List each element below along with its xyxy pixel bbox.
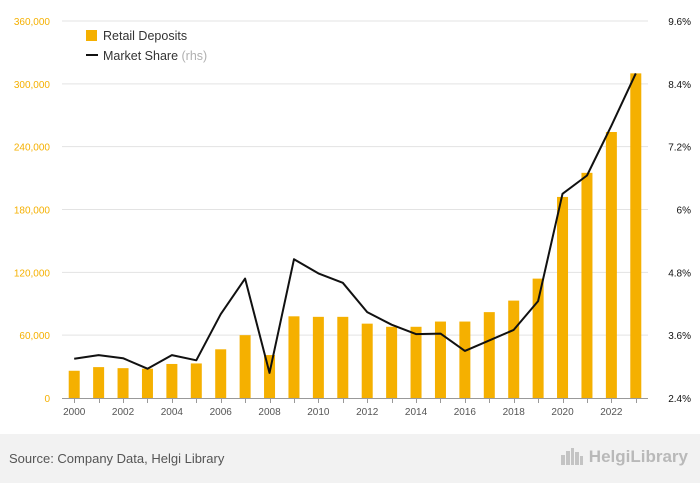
x-tick-label: 2022 (600, 407, 623, 418)
x-tick-label: 2020 (551, 407, 574, 418)
x-tick-label: 2002 (112, 407, 135, 418)
bar (605, 132, 617, 398)
x-tick-label: 2010 (307, 407, 330, 418)
legend-rhs-note: (rhs) (182, 49, 208, 63)
x-tick-label: 2014 (405, 407, 428, 418)
y-left-tick-label: 0 (44, 394, 50, 405)
y-right-tick-label: 2.4% (668, 394, 691, 405)
axes: 0 2.4% 60,000 3.6% 120,000 4.8% 180,000 6% 240,0… (14, 17, 691, 418)
y-right-tick-label: 8.4% (668, 80, 691, 91)
x-tick-label: 2018 (503, 407, 526, 418)
bar (288, 316, 300, 398)
y-left-tick-label: 360,000 (14, 17, 51, 28)
bar (190, 363, 202, 398)
y-left-tick-label: 180,000 (14, 206, 51, 217)
line-series (74, 72, 637, 374)
bar (93, 367, 105, 398)
y-right-tick-label: 9.6% (668, 17, 691, 28)
legend-bar-label: Retail Deposits (103, 29, 187, 43)
bar (459, 321, 471, 398)
market-share-line (74, 72, 637, 374)
bar (264, 355, 276, 398)
bar (68, 370, 80, 398)
bar (117, 368, 129, 398)
bar (434, 321, 446, 398)
bar (581, 172, 593, 398)
legend-bar-swatch (86, 30, 97, 41)
bar (557, 196, 569, 398)
bar (312, 316, 324, 398)
castle-icon (560, 448, 583, 465)
legend-line-label: Market Share (rhs) (103, 49, 207, 63)
bar (410, 326, 422, 398)
brand-text: HelgiLibrary (588, 447, 688, 466)
y-left-tick-label: 120,000 (14, 268, 51, 279)
bar (215, 349, 227, 398)
y-right-tick-label: 6% (677, 206, 692, 217)
footer: Source: Company Data, Helgi Library Helg… (0, 434, 700, 483)
bar (386, 326, 398, 398)
source-text: Source: Company Data, Helgi Library (9, 451, 225, 466)
bar (508, 300, 520, 398)
x-tick-label: 2008 (258, 407, 281, 418)
bar (141, 368, 153, 398)
y-left-tick-label: 60,000 (19, 331, 50, 342)
y-right-tick-label: 3.6% (668, 331, 691, 342)
x-tick-label: 2012 (356, 407, 379, 418)
y-left-tick-label: 300,000 (14, 80, 51, 91)
helgi-library-logo: HelgiLibrary (560, 447, 688, 467)
bar (337, 316, 349, 398)
y-right-tick-label: 4.8% (668, 268, 691, 279)
bar-series (68, 73, 642, 398)
bar (532, 278, 544, 398)
grid-lines (62, 20, 648, 336)
x-tick-label: 2004 (161, 407, 184, 418)
chart: 0 2.4% 60,000 3.6% 120,000 4.8% 180,000 6% 240,0… (14, 17, 691, 418)
bar (166, 363, 178, 398)
bar (361, 323, 373, 398)
y-right-tick-label: 7.2% (668, 143, 691, 154)
bar (239, 335, 251, 398)
bar (483, 312, 495, 398)
x-tick-label: 2006 (210, 407, 233, 418)
legend: Retail Deposits Market Share (rhs) (86, 29, 207, 63)
y-left-tick-label: 240,000 (14, 143, 51, 154)
bar (630, 73, 642, 398)
x-tick-label: 2016 (454, 407, 477, 418)
x-tick-label: 2000 (63, 407, 86, 418)
